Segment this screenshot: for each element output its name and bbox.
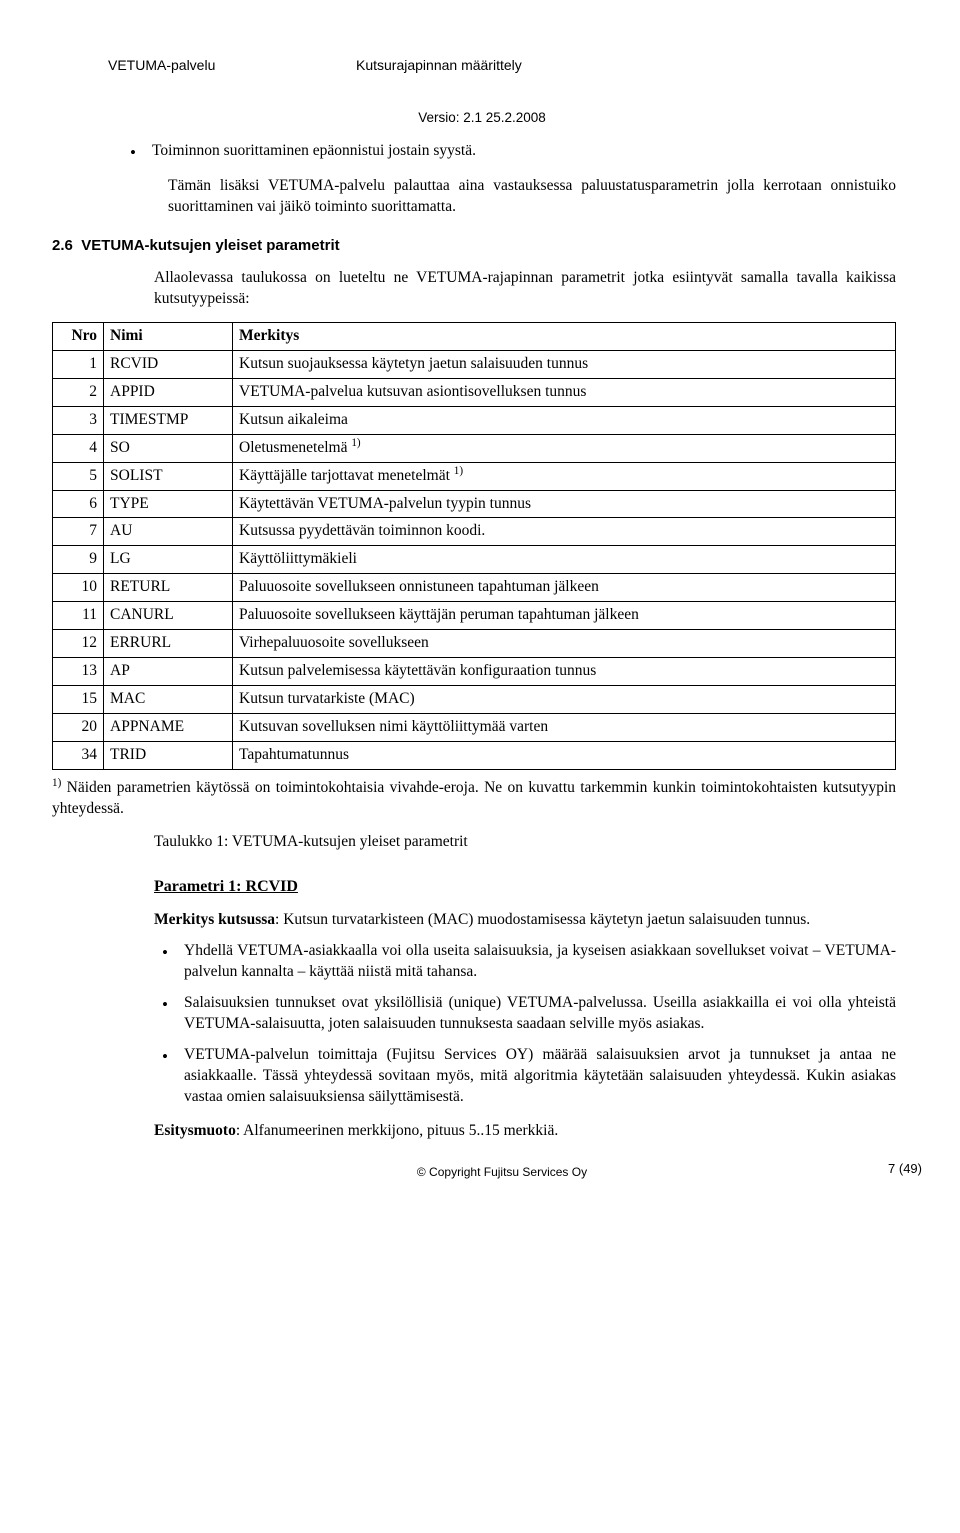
table-row: 1RCVIDKutsun suojauksessa käytetyn jaetu… — [53, 350, 896, 378]
format-label: Esitysmuoto — [154, 1122, 236, 1139]
section-lead: Allaolevassa taulukossa on lueteltu ne V… — [154, 268, 896, 310]
cell-nro: 4 — [53, 434, 104, 462]
cell-merkitys: Kutsuvan sovelluksen nimi käyttöliittymä… — [233, 713, 896, 741]
cell-nimi: TRID — [104, 741, 233, 769]
cell-nimi: LG — [104, 546, 233, 574]
page-footer: 7 (49) © Copyright Fujitsu Services Oy — [108, 1164, 896, 1180]
param1-meaning: Merkitys kutsussa: Kutsun turvatarkistee… — [154, 910, 896, 931]
table-row: 5SOLISTKäyttäjälle tarjottavat menetelmä… — [53, 462, 896, 490]
table-row: 11CANURLPaluuosoite sovellukseen käyttäj… — [53, 602, 896, 630]
list-item: VETUMA-palvelun toimittaja (Fujitsu Serv… — [184, 1045, 896, 1108]
section-heading: 2.6 VETUMA-kutsujen yleiset parametrit — [52, 236, 896, 256]
table-header-row: Nro Nimi Merkitys — [53, 322, 896, 350]
cell-nimi: SO — [104, 434, 233, 462]
col-nimi: Nimi — [104, 322, 233, 350]
cell-merkitys: Tapahtumatunnus — [233, 741, 896, 769]
cell-merkitys: Paluuosoite sovellukseen käyttäjän perum… — [233, 602, 896, 630]
intro-bullet-list: Toiminnon suorittaminen epäonnistui jost… — [122, 141, 896, 162]
cell-merkitys: VETUMA-palvelua kutsuvan asiontisovelluk… — [233, 378, 896, 406]
cell-nro: 5 — [53, 462, 104, 490]
cell-nro: 10 — [53, 574, 104, 602]
table-footnote: 1) Näiden parametrien käytössä on toimin… — [52, 778, 896, 820]
cell-merkitys: Virhepaluuosoite sovellukseen — [233, 630, 896, 658]
cell-nro: 3 — [53, 406, 104, 434]
table-row: 12ERRURLVirhepaluuosoite sovellukseen — [53, 630, 896, 658]
table-row: 9LGKäyttöliittymäkieli — [53, 546, 896, 574]
cell-nimi: CANURL — [104, 602, 233, 630]
table-row: 6TYPEKäytettävän VETUMA-palvelun tyypin … — [53, 490, 896, 518]
meaning-text: : Kutsun turvatarkisteen (MAC) muodostam… — [275, 911, 810, 928]
col-merkitys: Merkitys — [233, 322, 896, 350]
param1-bullet-list: Yhdellä VETUMA-asiakkaalla voi olla usei… — [154, 941, 896, 1107]
list-item: Toiminnon suorittaminen epäonnistui jost… — [152, 141, 896, 162]
copyright: © Copyright Fujitsu Services Oy — [417, 1165, 587, 1179]
cell-nro: 12 — [53, 630, 104, 658]
table-row: 34TRIDTapahtumatunnus — [53, 741, 896, 769]
table-row: 20APPNAMEKutsuvan sovelluksen nimi käytt… — [53, 713, 896, 741]
cell-merkitys: Kutsun aikaleima — [233, 406, 896, 434]
cell-nro: 20 — [53, 713, 104, 741]
table-row: 4SOOletusmenetelmä 1) — [53, 434, 896, 462]
cell-nro: 15 — [53, 685, 104, 713]
cell-nimi: AU — [104, 518, 233, 546]
cell-nimi: APPID — [104, 378, 233, 406]
cell-merkitys: Oletusmenetelmä 1) — [233, 434, 896, 462]
cell-nimi: RETURL — [104, 574, 233, 602]
page-header: VETUMA-palvelu Kutsurajapinnan määrittel… — [108, 56, 896, 75]
cell-nimi: APPNAME — [104, 713, 233, 741]
footnote-mark: 1) — [52, 777, 61, 789]
table-row: 2APPIDVETUMA-palvelua kutsuvan asiontiso… — [53, 378, 896, 406]
cell-merkitys: Kutsun suojauksessa käytetyn jaetun sala… — [233, 350, 896, 378]
cell-merkitys: Paluuosoite sovellukseen onnistuneen tap… — [233, 574, 896, 602]
page-number: 7 (49) — [888, 1160, 922, 1178]
param1-format: Esitysmuoto: Alfanumeerinen merkkijono, … — [154, 1121, 896, 1142]
cell-nro: 34 — [53, 741, 104, 769]
cell-merkitys: Käyttöliittymäkieli — [233, 546, 896, 574]
section-title: VETUMA-kutsujen yleiset parametrit — [81, 237, 339, 254]
param1-heading: Parametri 1: RCVID — [154, 876, 896, 898]
col-nro: Nro — [53, 322, 104, 350]
table-row: 13APKutsun palvelemisessa käytettävän ko… — [53, 658, 896, 686]
header-center: Kutsurajapinnan määrittely — [356, 56, 896, 75]
format-text: : Alfanumeerinen merkkijono, pituus 5..1… — [236, 1122, 558, 1139]
parameters-table: Nro Nimi Merkitys 1RCVIDKutsun suojaukse… — [52, 322, 896, 770]
cell-nro: 9 — [53, 546, 104, 574]
section-number: 2.6 — [52, 237, 73, 254]
cell-nro: 11 — [53, 602, 104, 630]
cell-nimi: SOLIST — [104, 462, 233, 490]
cell-nro: 1 — [53, 350, 104, 378]
table-row: 10RETURLPaluuosoite sovellukseen onnistu… — [53, 574, 896, 602]
version-line: Versio: 2.1 25.2.2008 — [68, 109, 896, 127]
cell-nimi: MAC — [104, 685, 233, 713]
cell-merkitys: Käytettävän VETUMA-palvelun tyypin tunnu… — [233, 490, 896, 518]
header-left: VETUMA-palvelu — [108, 56, 356, 75]
cell-nimi: TIMESTMP — [104, 406, 233, 434]
intro-paragraph: Tämän lisäksi VETUMA-palvelu palauttaa a… — [168, 176, 896, 218]
table-row: 7AUKutsussa pyydettävän toiminnon koodi. — [53, 518, 896, 546]
cell-nro: 13 — [53, 658, 104, 686]
cell-nimi: TYPE — [104, 490, 233, 518]
table-caption: Taulukko 1: VETUMA-kutsujen yleiset para… — [154, 832, 896, 853]
table-row: 3TIMESTMPKutsun aikaleima — [53, 406, 896, 434]
table-row: 15MACKutsun turvatarkiste (MAC) — [53, 685, 896, 713]
list-item: Salaisuuksien tunnukset ovat yksilöllisi… — [184, 993, 896, 1035]
list-item: Yhdellä VETUMA-asiakkaalla voi olla usei… — [184, 941, 896, 983]
cell-merkitys: Kutsussa pyydettävän toiminnon koodi. — [233, 518, 896, 546]
cell-merkitys: Käyttäjälle tarjottavat menetelmät 1) — [233, 462, 896, 490]
cell-merkitys: Kutsun palvelemisessa käytettävän konfig… — [233, 658, 896, 686]
cell-nimi: ERRURL — [104, 630, 233, 658]
meaning-label: Merkitys kutsussa — [154, 911, 275, 928]
cell-nro: 7 — [53, 518, 104, 546]
cell-nro: 6 — [53, 490, 104, 518]
cell-nimi: AP — [104, 658, 233, 686]
cell-nimi: RCVID — [104, 350, 233, 378]
cell-nro: 2 — [53, 378, 104, 406]
cell-merkitys: Kutsun turvatarkiste (MAC) — [233, 685, 896, 713]
footnote-text: Näiden parametrien käytössä on toimintok… — [52, 779, 896, 817]
